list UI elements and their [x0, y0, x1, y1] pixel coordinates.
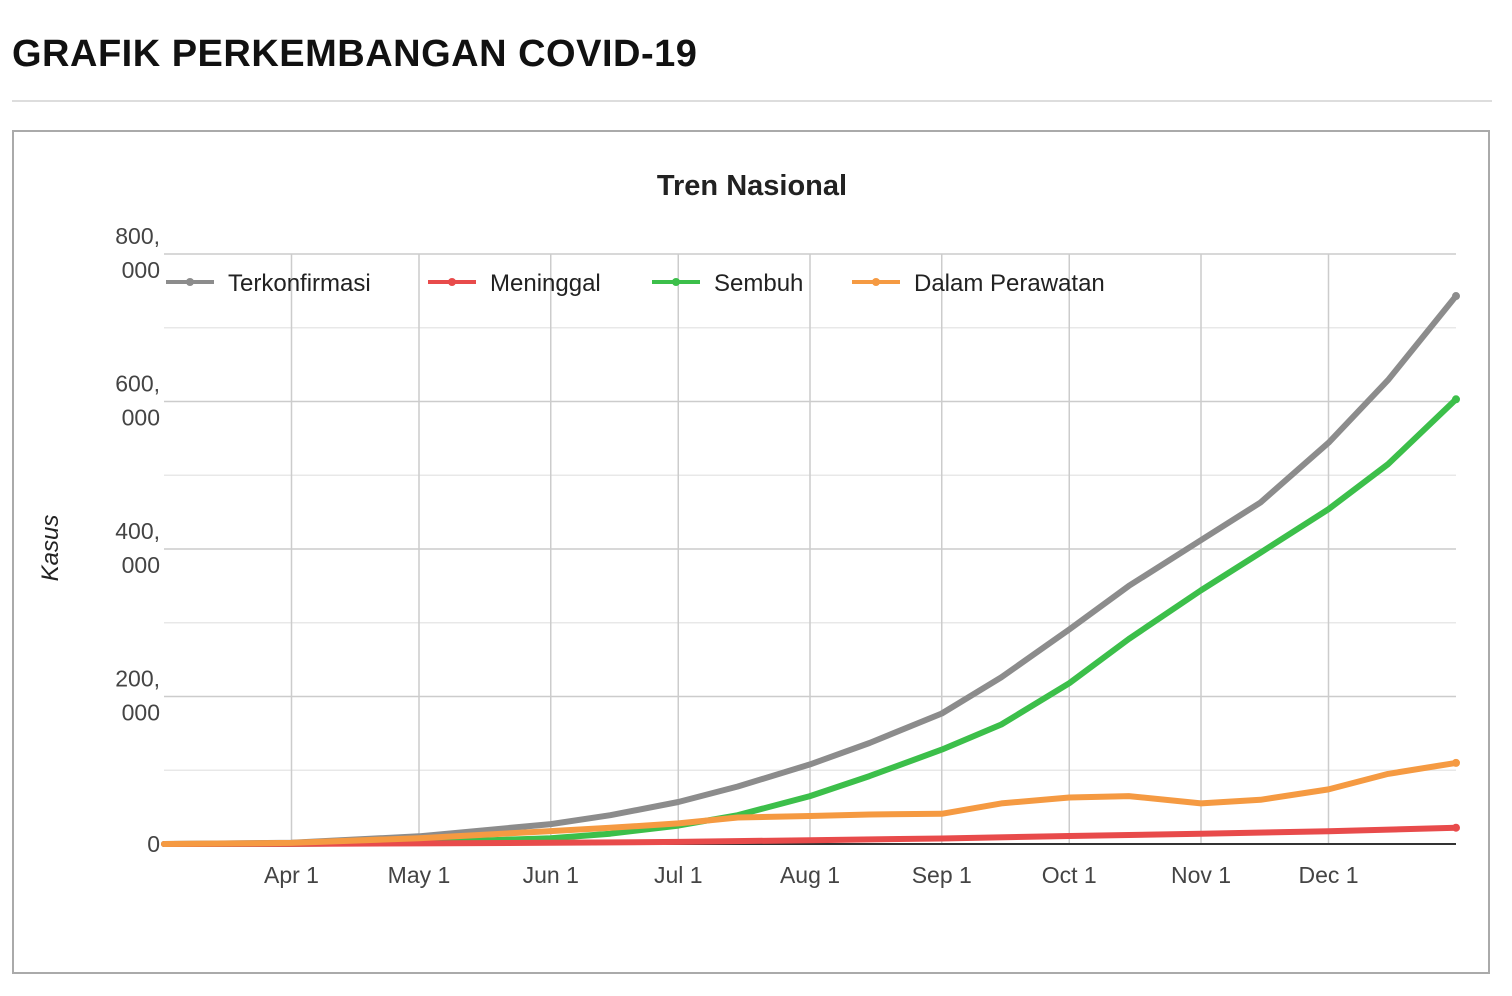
- chart-legend: Terkonfirmasi Meninggal Sembuh Dalam Perawa…: [166, 270, 1105, 297]
- x-tick-label: Aug 1: [780, 862, 840, 888]
- y-tick-label: 600, 000: [115, 371, 160, 431]
- series-line-sembuh: [161, 396, 1459, 847]
- y-tick-label: 0: [147, 831, 160, 857]
- chart-series: [161, 292, 1460, 847]
- chart-title: Tren Nasional: [657, 170, 847, 202]
- legend-marker: [448, 278, 456, 286]
- legend-label: Terkonfirmasi: [228, 270, 371, 297]
- x-tick-label: Jun 1: [523, 862, 579, 888]
- series-endpoint: [1452, 292, 1460, 301]
- legend-marker: [672, 278, 680, 286]
- x-tick-label: Dec 1: [1298, 862, 1358, 888]
- series-line-meninggal: [161, 824, 1459, 847]
- y-axis-tick-labels: 0 200, 000 400, 000 600, 000 800, 000: [115, 223, 160, 857]
- chart-svg: Tren Nasional 0 200, 000 400, 000 600, 000 800,…: [37, 170, 1460, 888]
- chart-frame: Tren Nasional 0 200, 000 400, 000 600, 000 800,…: [12, 130, 1490, 974]
- y-tick-label: 800, 000: [115, 223, 160, 283]
- legend-item-meninggal[interactable]: Meninggal: [428, 270, 601, 297]
- series-endpoint: [1452, 395, 1460, 404]
- x-tick-label: Jul 1: [654, 862, 703, 888]
- legend-item-sembuh[interactable]: Sembuh: [652, 270, 803, 297]
- x-tick-label: Oct 1: [1042, 862, 1097, 888]
- y-axis-label: Kasus: [37, 515, 64, 582]
- y-tick-label: 400, 000: [115, 518, 160, 578]
- x-tick-label: Apr 1: [264, 862, 319, 888]
- series-endpoint: [1452, 758, 1460, 767]
- series-line-terkonfirmasi: [161, 293, 1459, 847]
- x-tick-label: Sep 1: [912, 862, 972, 888]
- title-divider: [12, 100, 1492, 102]
- x-tick-label: May 1: [388, 862, 451, 888]
- series-endpoint: [1452, 823, 1460, 832]
- legend-marker: [186, 278, 194, 286]
- legend-label: Meninggal: [490, 270, 601, 297]
- legend-item-terkonfirmasi[interactable]: Terkonfirmasi: [166, 270, 371, 297]
- y-tick-label: 200, 000: [115, 666, 160, 726]
- legend-marker: [872, 278, 880, 286]
- legend-label: Sembuh: [714, 270, 803, 297]
- chart-grid: [164, 253, 1456, 845]
- legend-label: Dalam Perawatan: [914, 270, 1105, 297]
- x-axis-tick-labels: Apr 1 May 1 Jun 1 Jul 1 Aug 1 Sep 1 Oct 1 Nov 1…: [264, 862, 1359, 888]
- x-tick-label: Nov 1: [1171, 862, 1231, 888]
- page-title: GRAFIK PERKEMBANGAN COVID-19: [12, 33, 698, 75]
- legend-item-dalam-perawatan[interactable]: Dalam Perawatan: [852, 270, 1105, 297]
- series-line-dalam-perawatan: [161, 759, 1459, 847]
